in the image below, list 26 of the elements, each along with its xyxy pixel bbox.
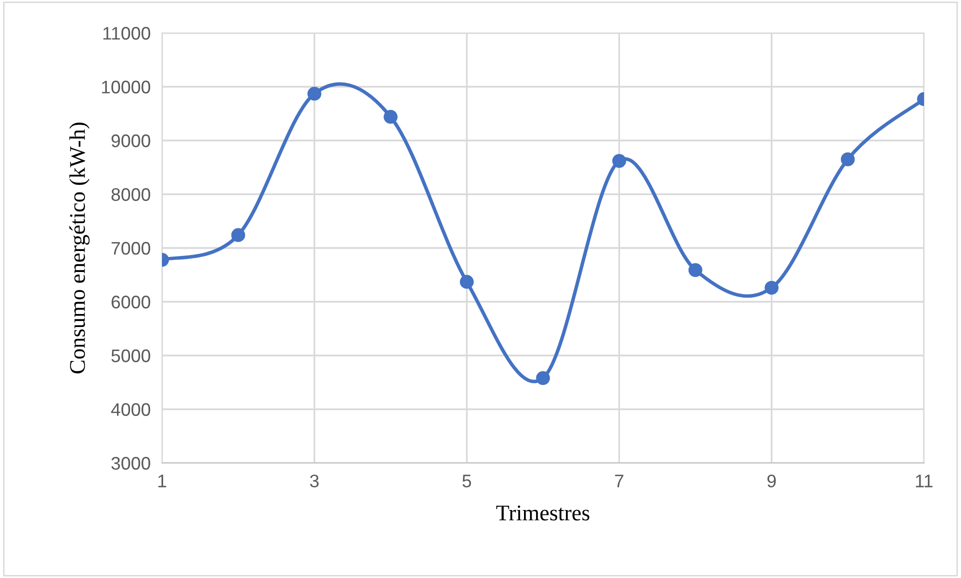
point xyxy=(460,274,474,289)
point xyxy=(231,228,246,242)
x-tick-label: 11 xyxy=(916,474,932,488)
x-tick-label: 5 xyxy=(462,474,472,488)
point xyxy=(384,110,398,124)
x-tick-label: 1 xyxy=(158,474,166,488)
point xyxy=(764,280,779,295)
y-tick-label: 7000 xyxy=(112,242,150,255)
point xyxy=(688,263,702,277)
y-tick-label: 11000 xyxy=(103,26,150,40)
point xyxy=(536,371,550,386)
y-tick-label: 9000 xyxy=(112,134,150,148)
y-tick-label: 5000 xyxy=(111,349,150,362)
point xyxy=(307,86,322,101)
y-tick-label: 3000 xyxy=(111,456,150,470)
y-tick-label: 6000 xyxy=(112,296,150,308)
point xyxy=(612,154,626,168)
x-axis-title: Trimestres xyxy=(496,506,590,520)
x-tick-label: 7 xyxy=(615,474,624,488)
y-axis-title: Consumo energético (kW-h) xyxy=(69,122,90,374)
x-tick-label: 3 xyxy=(310,474,319,488)
y-tick-label: 4000 xyxy=(111,403,150,416)
y-tick-label: 8000 xyxy=(112,188,150,201)
x-tick-label: 9 xyxy=(767,474,776,488)
y-tick-label: 10000 xyxy=(102,80,150,94)
point xyxy=(840,152,855,166)
